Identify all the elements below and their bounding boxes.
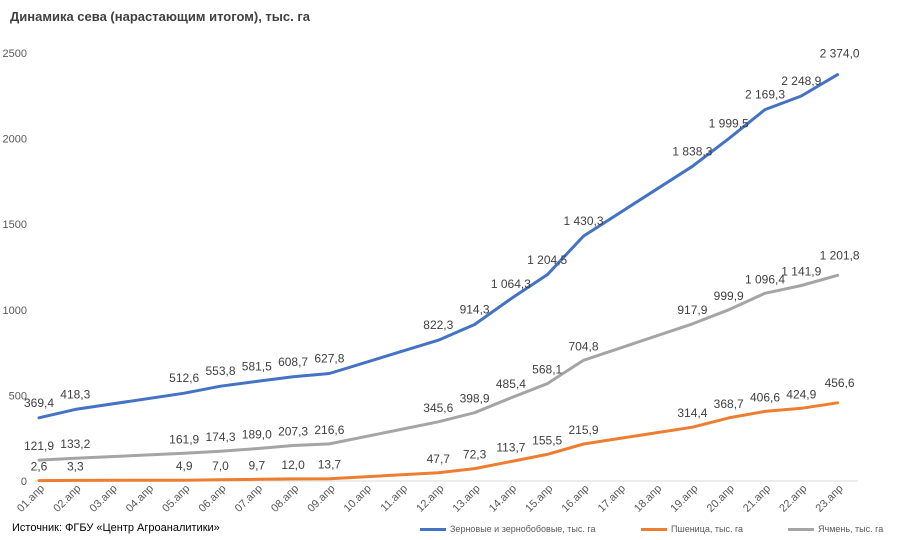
legend-item-barley: Ячмень, тыс. га — [788, 524, 883, 534]
data-label-s2-16: 1 201,8 — [820, 248, 860, 262]
data-label-s1-8: 72,3 — [463, 448, 487, 462]
data-label-s2-7: 345,6 — [423, 401, 453, 415]
data-label-s0-5: 608,7 — [278, 355, 308, 369]
data-label-s1-12: 314,4 — [677, 406, 707, 420]
x-tick-label-4: 05.апр — [160, 483, 192, 515]
data-label-s2-2: 161,9 — [169, 432, 199, 446]
data-label-s2-14: 1 096,4 — [745, 272, 785, 286]
data-label-s1-0: 2,6 — [31, 460, 48, 474]
y-tick-label-4: 2000 — [3, 134, 27, 146]
series-lines — [37, 73, 840, 483]
data-label-s1-2: 4,9 — [176, 459, 193, 473]
data-label-s1-15: 424,9 — [786, 387, 816, 401]
data-label-s2-15: 1 141,9 — [781, 265, 821, 279]
data-label-s2-12: 917,9 — [677, 303, 707, 317]
data-label-s1-13: 368,7 — [714, 397, 744, 411]
x-tick-label-10: 11.апр — [379, 483, 411, 515]
series-line-1 — [37, 401, 840, 483]
data-label-s0-10: 1 204,5 — [527, 253, 567, 267]
source-note: Источник: ФГБУ «Центр Агроаналитики» — [12, 522, 220, 534]
data-label-s1-14: 406,6 — [750, 390, 780, 404]
x-tick-label-14: 15.апр — [523, 483, 555, 515]
x-tick-label-8: 09.апр — [305, 483, 337, 515]
x-tick-label-16: 17.апр — [596, 483, 628, 515]
data-label-s0-4: 581,5 — [242, 359, 272, 373]
data-label-s0-9: 1 064,3 — [491, 277, 531, 291]
data-label-s0-14: 2 169,3 — [745, 88, 785, 102]
legend-swatch-barley — [788, 527, 814, 531]
x-tick-label-7: 08.апр — [269, 483, 301, 515]
data-label-s1-9: 113,7 — [496, 441, 525, 455]
data-label-s0-2: 512,6 — [169, 371, 199, 385]
y-tick-label-0: 0 — [21, 476, 27, 488]
series-line-2 — [37, 273, 840, 462]
data-label-s1-3: 7,0 — [212, 459, 229, 473]
data-label-s1-5: 12,0 — [281, 458, 305, 472]
x-tick-label-22: 23.апр — [814, 483, 846, 515]
data-label-s2-13: 999,9 — [714, 289, 744, 303]
x-tick-label-12: 13.апр — [451, 483, 483, 515]
data-label-s2-10: 568,1 — [532, 363, 562, 377]
data-label-s0-16: 2 374,0 — [820, 47, 860, 61]
y-tick-label-2: 1000 — [3, 305, 27, 317]
data-label-s0-0: 369,4 — [24, 396, 54, 410]
data-label-s0-8: 914,3 — [460, 302, 490, 316]
data-label-s0-3: 553,8 — [205, 364, 235, 378]
x-tick-label-15: 16.апр — [559, 483, 591, 515]
legend-label-barley: Ячмень, тыс. га — [818, 524, 884, 534]
data-label-s0-7: 822,3 — [423, 318, 453, 332]
y-tick-label-3: 1500 — [3, 219, 27, 231]
data-label-s2-9: 485,4 — [496, 377, 526, 391]
data-label-s2-1: 133,2 — [60, 437, 90, 451]
data-label-s0-11: 1 430,3 — [563, 214, 603, 228]
data-label-s2-0: 121,9 — [24, 439, 54, 453]
data-label-s1-7: 47,7 — [427, 452, 451, 466]
legend-item-grain: Зерновые и зернобобовые, тыс. га — [420, 524, 595, 534]
data-labels: 369,4 418,3 512,6 553,8 581,5 608,7 627,8 822,3… — [24, 47, 860, 474]
x-tick-label-2: 03.апр — [88, 483, 120, 515]
data-label-s2-5: 207,3 — [278, 425, 308, 439]
data-label-s1-1: 3,3 — [67, 459, 84, 473]
x-tick-label-1: 02.апр — [51, 483, 83, 515]
data-label-s0-12: 1 838,3 — [672, 144, 712, 158]
data-label-s2-4: 189,0 — [242, 428, 272, 442]
x-tick-label-20: 21.апр — [741, 483, 773, 515]
data-label-s1-11: 215,9 — [568, 423, 598, 437]
x-tick-label-11: 12.апр — [414, 483, 446, 515]
y-tick-label-1: 500 — [9, 390, 27, 402]
x-tick-label-18: 19.апр — [668, 483, 700, 515]
series-line-0 — [37, 73, 840, 420]
x-tick-label-13: 14.апр — [487, 483, 519, 515]
data-label-s1-10: 155,5 — [532, 433, 562, 447]
x-axis: 01.апр 02.апр 03.апр 04.апр 05.апр 06.апр 07.а… — [15, 480, 858, 515]
x-tick-label-21: 22.апр — [777, 483, 809, 515]
x-tick-label-9: 10.апр — [342, 483, 374, 515]
data-label-s2-8: 398,9 — [460, 392, 490, 406]
x-tick-label-5: 06.апр — [196, 483, 228, 515]
legend-label-grain: Зерновые и зернобобовые, тыс. га — [450, 524, 596, 534]
x-tick-label-19: 20.апр — [705, 483, 737, 515]
data-label-s2-3: 174,3 — [205, 430, 235, 444]
data-label-s0-6: 627,8 — [314, 352, 344, 366]
y-axis: 0 500 1000 1500 2000 2500 — [3, 48, 27, 488]
data-label-s2-11: 704,8 — [568, 339, 598, 353]
x-tick-label-17: 18.апр — [632, 483, 664, 515]
y-tick-label-5: 2500 — [3, 48, 27, 60]
x-tick-label-6: 07.апр — [233, 483, 265, 515]
legend-swatch-wheat — [641, 527, 667, 531]
data-label-s1-6: 13,7 — [318, 458, 342, 472]
legend-swatch-grain — [420, 527, 446, 531]
x-tick-label-3: 04.апр — [124, 483, 156, 515]
legend-label-wheat: Пшеница, тыс. га — [671, 524, 744, 534]
x-tick-label-0: 01.апр — [15, 483, 47, 515]
data-label-s0-15: 2 248,9 — [781, 74, 821, 88]
chart-title: Динамика сева (нарастающим итогом), тыс.… — [10, 9, 310, 24]
data-label-s1-16: 456,6 — [825, 376, 855, 390]
data-label-s1-4: 9,7 — [248, 458, 265, 472]
data-label-s2-6: 216,6 — [314, 423, 344, 437]
legend-item-wheat: Пшеница, тыс. га — [641, 524, 743, 534]
data-label-s0-13: 1 999,5 — [709, 117, 749, 131]
data-label-s0-1: 418,3 — [60, 387, 90, 401]
